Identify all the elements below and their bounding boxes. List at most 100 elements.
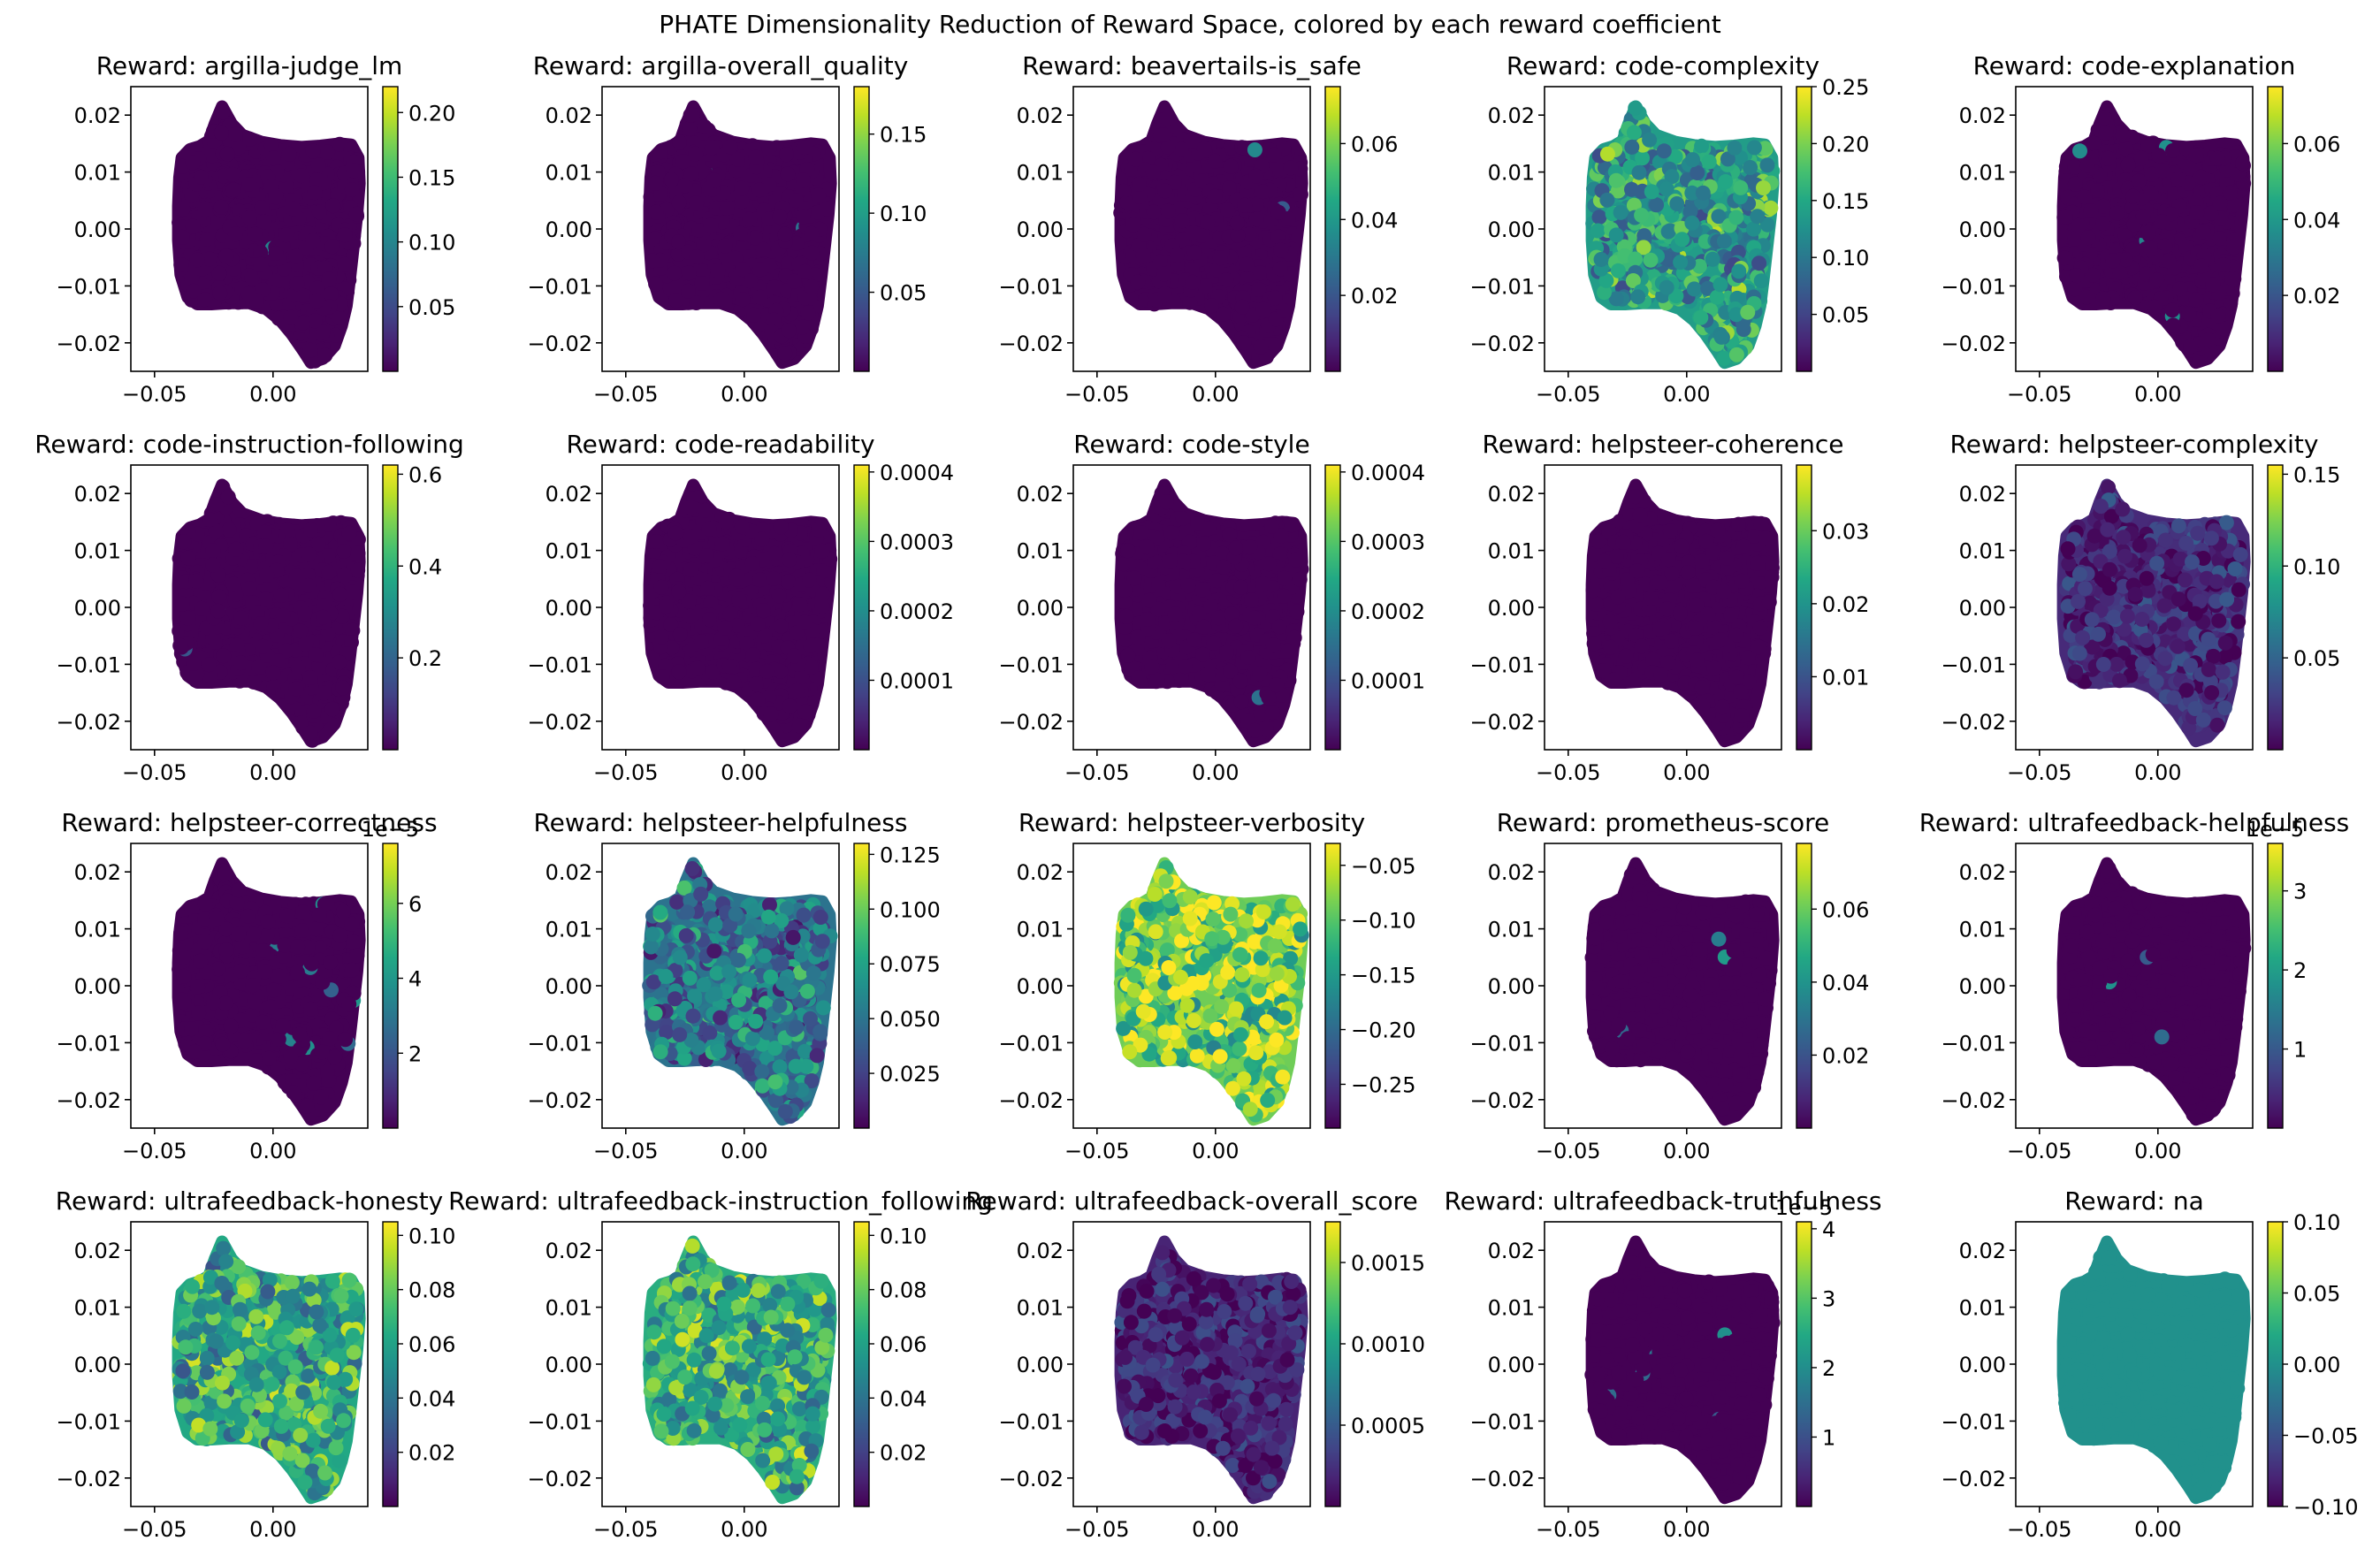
data-point (804, 660, 819, 675)
data-point (1212, 250, 1228, 266)
y-tick-label: −0.01 (56, 274, 121, 299)
data-point (2090, 183, 2105, 198)
scatter-points (1585, 478, 1780, 748)
colorbar (1324, 464, 1341, 751)
data-point (2205, 277, 2221, 293)
data-point (1718, 174, 1734, 189)
data-point (2212, 231, 2227, 247)
data-point (683, 166, 699, 182)
y-tick-label: 0.01 (1017, 539, 1064, 564)
data-point (2235, 156, 2250, 172)
data-point (714, 536, 730, 552)
data-point (1624, 181, 1639, 197)
data-point (1120, 647, 1136, 663)
data-point (348, 206, 364, 222)
data-point (1182, 294, 1198, 310)
data-point (310, 536, 326, 552)
data-point (1267, 290, 1283, 306)
data-point (1224, 606, 1240, 622)
data-point (777, 226, 793, 242)
data-point (1284, 517, 1300, 533)
scatter-points (1585, 100, 1781, 370)
subplot-7: Reward: code-readability0.020.010.00−0.0… (527, 430, 954, 785)
data-point (2133, 150, 2149, 166)
data-point (185, 155, 201, 171)
data-point (1117, 583, 1133, 599)
data-point (1293, 187, 1308, 202)
data-point (286, 201, 301, 217)
data-point (199, 232, 215, 247)
colorbar-tick-label: 0.4 (408, 554, 442, 579)
data-point (773, 519, 789, 535)
data-point (172, 637, 188, 653)
data-point (2188, 292, 2204, 308)
data-point (1144, 659, 1160, 675)
data-point (350, 562, 366, 578)
colorbar-tick-label: 0.05 (408, 295, 455, 320)
data-point (1636, 240, 1652, 256)
data-point (1636, 228, 1652, 244)
y-tick-label: 0.00 (74, 596, 121, 621)
data-point (2147, 299, 2163, 315)
subplot-4: Reward: code-complexity0.020.010.00−0.01… (1469, 51, 1869, 407)
data-point (1628, 100, 1644, 116)
data-point (751, 262, 767, 278)
data-point (310, 157, 326, 173)
data-point (763, 706, 779, 722)
data-point (1223, 663, 1239, 679)
data-point (2149, 272, 2165, 288)
data-point (197, 202, 213, 217)
data-point (1241, 226, 1257, 242)
data-point (2224, 271, 2240, 286)
data-point (1203, 599, 1219, 614)
data-point (1130, 274, 1146, 290)
data-point (305, 233, 321, 248)
colorbar-tick-label: 0.10 (1822, 246, 1869, 271)
data-point (2165, 317, 2181, 333)
y-tick-label: 0.02 (74, 482, 121, 507)
data-point (683, 107, 698, 123)
data-point (683, 500, 698, 515)
data-point (256, 214, 272, 230)
data-point (688, 146, 704, 162)
colorbar-tick-label: 0.15 (880, 123, 927, 148)
data-point (1120, 543, 1136, 559)
data-point (1222, 527, 1238, 543)
data-point (297, 606, 313, 622)
data-point (714, 214, 730, 230)
data-point (213, 199, 229, 215)
colorbar-tick-label: 0.0001 (1351, 668, 1425, 693)
y-tick-label: −0.02 (527, 710, 592, 735)
data-point (1233, 579, 1248, 595)
data-point (645, 253, 660, 269)
data-point (1156, 286, 1172, 301)
data-point (184, 271, 200, 286)
y-tick-label: −0.01 (1469, 274, 1535, 299)
data-point (194, 169, 209, 185)
colorbar-tick-label: 0.05 (880, 281, 927, 306)
data-point (211, 265, 227, 281)
data-point (677, 178, 693, 194)
data-point (2069, 268, 2085, 284)
data-point (1240, 650, 1256, 665)
x-tick-label: 0.00 (249, 760, 296, 785)
y-tick-label: −0.01 (527, 652, 592, 677)
data-point (681, 593, 697, 609)
data-point (1152, 254, 1168, 270)
y-tick-label: 0.00 (1488, 217, 1535, 242)
data-point (210, 214, 225, 230)
data-point (790, 683, 805, 698)
data-point (1701, 154, 1717, 170)
data-point (345, 584, 361, 600)
data-point (2058, 209, 2073, 225)
data-point (1201, 521, 1217, 537)
data-point (1210, 610, 1226, 626)
data-point (1196, 536, 1211, 552)
data-point (1740, 304, 1756, 320)
data-point (664, 640, 680, 656)
data-point (820, 201, 835, 217)
data-point (321, 564, 337, 580)
data-point (1280, 643, 1296, 659)
data-point (332, 654, 347, 670)
data-point (278, 179, 294, 194)
